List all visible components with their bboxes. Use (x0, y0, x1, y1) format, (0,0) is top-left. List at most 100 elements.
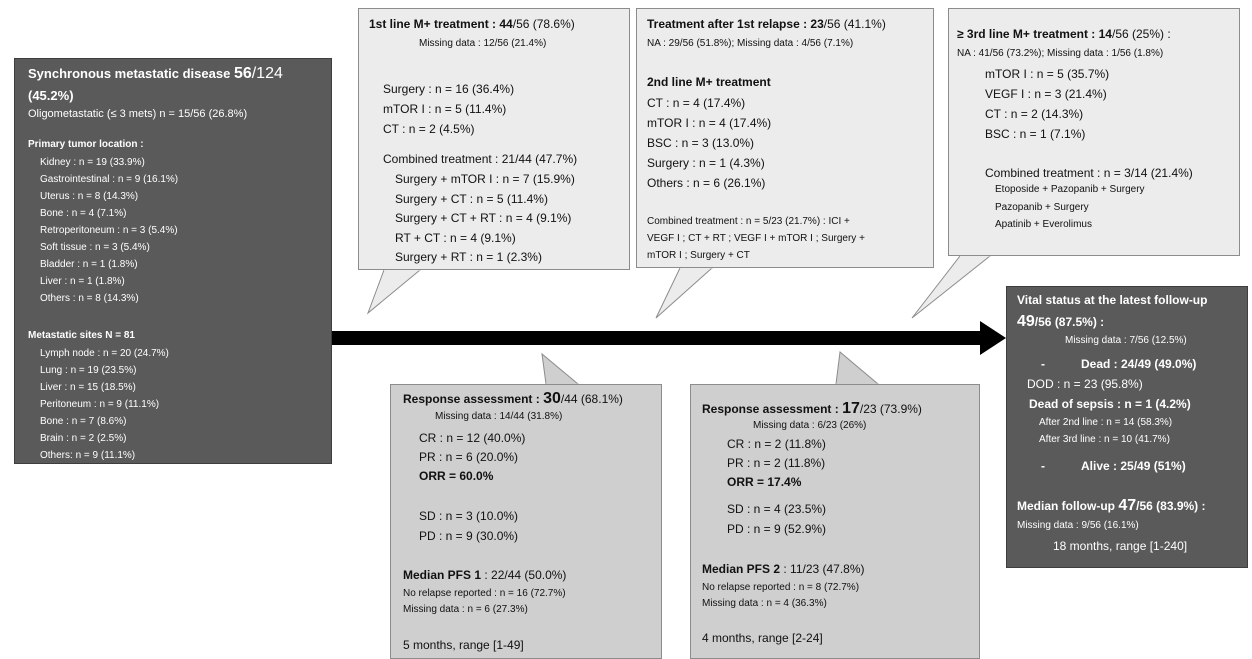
sites-heading: Metastatic sites N = 81 (28, 330, 135, 341)
first-title-value: 44 (499, 17, 513, 31)
third-title-rest: /56 (25%) : (1111, 27, 1171, 41)
resp2-months: 4 months, range [2-24] (702, 631, 823, 645)
third-combined-item: Pazopanib + Surgery (995, 201, 1089, 213)
resp2-title-label: Response assessment : (702, 402, 839, 416)
primary-tumor-item: Uterus : n = 8 (14.3%) (40, 191, 139, 202)
third-title-value: 14 (1098, 27, 1112, 41)
vital-after2: After 2nd line : n = 14 (58.3%) (1039, 417, 1173, 428)
first-title-label: 1st line M+ treatment : (369, 17, 497, 31)
vital-status-box: Vital status at the latest follow-up 49/… (1006, 286, 1248, 568)
callout-tail-after-relapse (655, 267, 714, 319)
response-1-box: Response assessment : 30/44 (68.1%) Miss… (390, 384, 662, 659)
resp1-pfs-label: Median PFS 1 (403, 568, 482, 582)
second-combined-line: Combined treatment : n = 5/23 (21.7%) : … (647, 216, 850, 227)
first-line-item: Surgery : n = 16 (36.4%) (383, 82, 515, 96)
primary-tumor-item: Bone : n = 4 (7.1%) (40, 208, 127, 219)
resp1-item: CR : n = 12 (40.0%) (419, 431, 526, 445)
vital-alive: Alive : 25/49 (51%) (1081, 459, 1186, 473)
sync-title-total: /124 (251, 65, 283, 82)
callout-tail-first-line (366, 269, 422, 315)
third-title-label: ≥ 3rd line M+ treatment : (957, 27, 1096, 41)
first-combined-item: Surgery + mTOR I : n = 7 (15.9%) (395, 172, 575, 186)
metastatic-site-item: Bone : n = 7 (8.6%) (40, 416, 127, 427)
primary-tumor-item: Others : n = 8 (14.3%) (40, 293, 139, 304)
primary-tumor-item: Soft tissue : n = 3 (5.4%) (40, 242, 150, 253)
second-line-item: mTOR I : n = 4 (17.4%) (647, 116, 772, 130)
resp2-item: CR : n = 2 (11.8%) (727, 437, 826, 451)
timeline-arrow-head (980, 321, 1006, 355)
first-combined-item: RT + CT : n = 4 (9.1%) (395, 230, 516, 245)
third-line-item: mTOR I : n = 5 (35.7%) (985, 67, 1110, 81)
primary-tumor-item: Gastrointestinal : n = 9 (16.1%) (40, 174, 179, 185)
metastatic-site-item: Brain : n = 2 (2.5%) (40, 433, 127, 444)
third-combined-heading: Combined treatment : n = 3/14 (21.4%) (985, 166, 1193, 180)
second-line-item: Surgery : n = 1 (4.3%) (647, 156, 765, 170)
primary-tumor-item: Liver : n = 1 (1.8%) (40, 276, 125, 287)
resp2-item: PR : n = 2 (11.8%) (727, 456, 826, 470)
sync-title-label: Synchronous metastatic disease (28, 66, 231, 81)
response-2-box: Response assessment : 17/23 (73.9%) Miss… (690, 384, 980, 659)
callout-tail-response-2 (835, 351, 880, 385)
third-line-box: ≥ 3rd line M+ treatment : 14/56 (25%) : … (948, 8, 1240, 256)
primary-heading: Primary tumor location : (28, 139, 144, 150)
first-line-item: mTOR I : n = 5 (11.4%) (383, 102, 507, 116)
resp1-pfs-missing: Missing data : n = 6 (27.3%) (403, 604, 528, 615)
second-combined-line: mTOR I ; Surgery + CT (647, 250, 750, 261)
after-title-rest: /56 (41.1%) (823, 17, 886, 31)
resp1-item2: SD : n = 3 (10.0%) (419, 509, 519, 523)
after-relapse-box: Treatment after 1st relapse : 23/56 (41.… (636, 8, 934, 268)
first-combined-item: Surgery + RT : n = 1 (2.3%) (395, 250, 542, 264)
resp2-title-rest: /23 (73.9%) (859, 402, 922, 416)
resp1-item2: PD : n = 9 (30.0%) (419, 529, 519, 543)
vital-fu-missing: Missing data : 9/56 (16.1%) (1017, 520, 1139, 531)
vital-dead: Dead : 24/49 (49.0%) (1081, 357, 1197, 371)
first-combined-item: Surgery + CT : n = 5 (11.4%) (395, 191, 548, 206)
metastatic-site-item: Peritoneum : n = 9 (11.1%) (40, 399, 160, 410)
resp1-orr: ORR = 60.0% (419, 469, 494, 483)
third-combined-item: Etoposide + Pazopanib + Surgery (995, 184, 1145, 195)
resp1-no-relapse: No relapse reported : n = 16 (72.7%) (403, 588, 566, 599)
metastatic-site-item: Lymph node : n = 20 (24.7%) (40, 348, 169, 359)
third-line-item: VEGF I : n = 3 (21.4%) (985, 87, 1107, 101)
vital-title: Vital status at the latest follow-up (1017, 293, 1208, 307)
metastatic-site-item: Lung : n = 19 (23.5%) (40, 365, 137, 376)
sync-oligo: Oligometastatic (≤ 3 mets) n = 15/56 (26… (28, 108, 248, 120)
synchronous-disease-box: Synchronous metastatic disease 56/124 (4… (14, 58, 332, 464)
resp1-title-label: Response assessment : (403, 392, 540, 406)
resp2-pfs-missing: Missing data : n = 4 (36.3%) (702, 598, 827, 609)
resp2-item2: SD : n = 4 (23.5%) (727, 502, 827, 516)
resp2-pfs-rest: : 11/23 (47.8%) (780, 562, 865, 576)
timeline-arrow-shaft (332, 331, 982, 345)
vital-missing: Missing data : 7/56 (12.5%) (1065, 335, 1187, 346)
metastatic-site-item: Others: n = 9 (11.1%) (40, 450, 136, 461)
third-line-item: BSC : n = 1 (7.1%) (985, 127, 1086, 141)
vital-value: 49 (1017, 313, 1035, 330)
vital-fu-value: 47 (1118, 497, 1137, 514)
first-title-rest: /56 (78.6%) (512, 17, 575, 31)
vital-rest: /56 (87.5%) : (1034, 315, 1105, 329)
resp2-title-value: 17 (842, 400, 860, 417)
vital-dod: DOD : n = 23 (95.8%) (1027, 377, 1143, 391)
vital-after3: After 3rd line : n = 10 (41.7%) (1039, 434, 1170, 445)
resp1-title-rest: /44 (68.1%) (560, 392, 623, 406)
vital-fu-rest: /56 (83.9%) : (1136, 499, 1206, 513)
first-missing: Missing data : 12/56 (21.4%) (419, 38, 547, 49)
sync-title-value: 56 (233, 65, 252, 82)
third-combined-item: Apatinib + Everolimus (995, 219, 1092, 230)
vital-dash-dead: - (1041, 357, 1045, 371)
resp1-pfs-rest: : 22/44 (50.0%) (481, 568, 567, 582)
second-line-item: CT : n = 4 (17.4%) (647, 96, 746, 110)
resp2-item2: PD : n = 9 (52.9%) (727, 522, 827, 536)
second-combined-line: VEGF I ; CT + RT ; VEGF I + mTOR I ; Sur… (647, 233, 865, 244)
sync-title-pct: (45.2%) (28, 88, 74, 103)
resp1-title-value: 30 (543, 390, 561, 407)
vital-dash-alive: - (1041, 459, 1045, 473)
after-na: NA : 29/56 (51.8%); Missing data : 4/56 … (647, 38, 854, 49)
primary-tumor-item: Kidney : n = 19 (33.9%) (40, 157, 145, 168)
second-line-item: BSC : n = 3 (13.0%) (647, 136, 755, 150)
second-line-item: Others : n = 6 (26.1%) (647, 176, 766, 190)
second-line-heading: 2nd line M+ treatment (647, 75, 771, 89)
resp2-pfs-label: Median PFS 2 (702, 562, 781, 576)
first-line-item: CT : n = 2 (4.5%) (383, 122, 475, 136)
first-combined-item: Surgery + CT + RT : n = 4 (9.1%) (395, 211, 572, 225)
